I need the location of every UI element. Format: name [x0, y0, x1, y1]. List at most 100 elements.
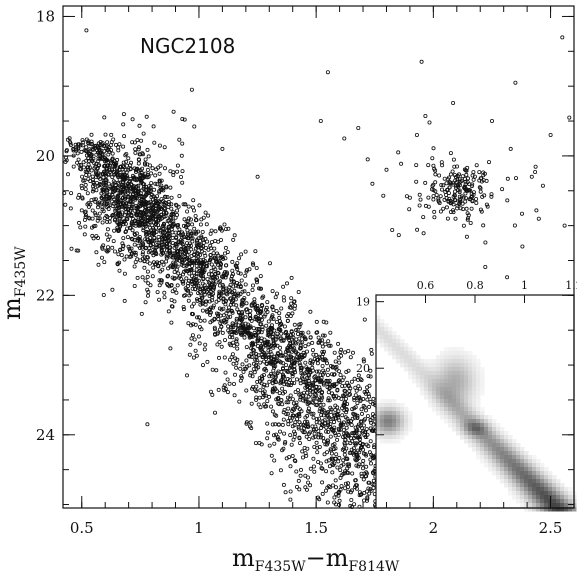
star-point	[301, 390, 306, 395]
heatmap-cell	[392, 339, 397, 344]
star-point	[87, 172, 92, 177]
star-point	[196, 334, 201, 339]
star-point	[175, 169, 180, 174]
heatmap-cell	[468, 427, 473, 432]
star-point	[430, 156, 435, 161]
star-point	[149, 194, 154, 199]
heatmap-cell	[384, 435, 389, 440]
heatmap-cell	[448, 399, 453, 404]
heatmap-cell	[396, 419, 401, 424]
heatmap-cell	[376, 411, 381, 416]
star-point	[514, 176, 519, 181]
star-point	[336, 355, 341, 360]
heatmap-cell	[408, 359, 413, 364]
star-point	[321, 351, 326, 356]
star-point	[189, 323, 194, 328]
heatmap-cell	[456, 423, 461, 428]
star-point	[290, 453, 295, 458]
star-point	[311, 464, 316, 469]
star-point	[143, 278, 148, 283]
heatmap-cell	[468, 435, 473, 440]
heatmap-cell	[384, 343, 389, 348]
star-point	[169, 206, 174, 211]
star-point	[232, 393, 237, 398]
star-point	[332, 350, 337, 355]
heatmap-cell	[472, 431, 477, 436]
star-point	[362, 433, 367, 438]
star-point	[297, 441, 302, 446]
star-point	[320, 480, 325, 485]
heatmap-cell	[408, 375, 413, 380]
heatmap-cell	[456, 411, 461, 416]
heatmap-cell	[392, 347, 397, 352]
star-point	[201, 240, 206, 245]
star-point	[177, 274, 182, 279]
star-point	[271, 433, 276, 438]
heatmap-cell	[420, 391, 425, 396]
star-point	[297, 487, 302, 492]
star-point	[201, 265, 206, 270]
star-point	[485, 204, 490, 209]
star-point	[286, 400, 291, 405]
heatmap-cell	[472, 411, 477, 416]
heatmap-cell	[412, 375, 417, 380]
heatmap-cell	[448, 355, 453, 360]
star-point	[439, 160, 444, 165]
heatmap-cell	[420, 359, 425, 364]
star-point	[335, 437, 340, 442]
star-point	[230, 335, 235, 340]
star-point	[259, 317, 264, 322]
heatmap-cell	[432, 407, 437, 412]
heatmap-cell	[392, 355, 397, 360]
heatmap-cell	[504, 455, 509, 460]
heatmap-cell	[496, 459, 501, 464]
heatmap-cell	[460, 435, 465, 440]
star-point	[335, 387, 340, 392]
star-point	[295, 416, 300, 421]
star-point	[200, 229, 205, 234]
heatmap-cell	[532, 455, 537, 460]
star-point	[367, 491, 372, 496]
star-point	[323, 342, 328, 347]
star-point	[332, 495, 337, 500]
star-point	[265, 341, 270, 346]
heatmap-cell	[564, 495, 569, 500]
star-point	[505, 275, 510, 280]
star-point	[474, 163, 479, 168]
star-point	[414, 163, 419, 168]
star-point	[343, 469, 348, 474]
heatmap-cell	[448, 411, 453, 416]
heatmap-cell	[384, 427, 389, 432]
star-point	[270, 331, 275, 336]
heatmap-cell	[508, 487, 513, 492]
star-point	[352, 376, 357, 381]
star-point	[344, 425, 349, 430]
star-point	[204, 222, 209, 227]
star-point	[345, 481, 350, 486]
star-point	[206, 213, 211, 218]
heatmap-cell	[464, 379, 469, 384]
heatmap-cell	[460, 415, 465, 420]
star-point	[175, 257, 180, 262]
heatmap-cell	[564, 487, 569, 492]
star-point	[119, 253, 124, 258]
heatmap-cell	[432, 395, 437, 400]
heatmap-cell	[460, 351, 465, 356]
heatmap-cell	[444, 363, 449, 368]
star-point	[483, 264, 488, 269]
heatmap-cell	[504, 467, 509, 472]
star-point	[216, 317, 221, 322]
heatmap-cell	[508, 439, 513, 444]
heatmap-cell	[488, 455, 493, 460]
star-point	[122, 134, 127, 139]
star-point	[358, 492, 363, 497]
star-point	[371, 478, 376, 483]
star-point	[478, 189, 483, 194]
y-tick-label: 20	[36, 147, 55, 165]
star-point	[359, 492, 364, 497]
star-point	[333, 478, 338, 483]
heatmap-cell	[516, 463, 521, 468]
star-point	[297, 361, 302, 366]
star-point	[193, 287, 198, 292]
heatmap-cell	[480, 411, 485, 416]
